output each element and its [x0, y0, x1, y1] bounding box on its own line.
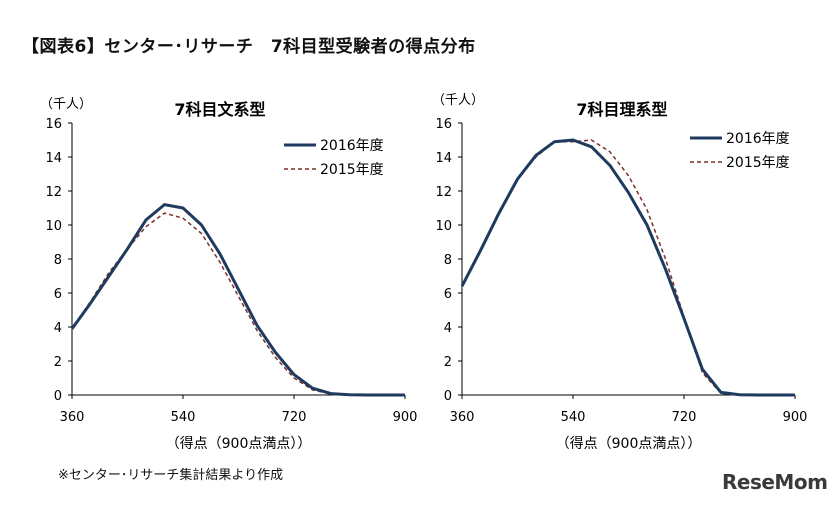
x-tick-label: 540: [561, 410, 586, 425]
y-tick-label: 16: [45, 117, 62, 132]
x-tick-label: 540: [171, 410, 196, 425]
legend-label: 2016年度: [726, 131, 790, 147]
source-note: ※センター･リサーチ集計結果より作成: [58, 468, 284, 483]
y-tick-label: 2: [444, 355, 452, 370]
x-axis-label: （得点（900点満点））: [556, 435, 702, 452]
y-tick-label: 4: [444, 321, 452, 336]
legend-label: 2016年度: [320, 138, 384, 154]
page-title: 【図表6】センター･リサーチ 7科目型受験者の得点分布: [22, 37, 476, 57]
y-tick-label: 0: [444, 389, 452, 404]
x-tick-label: 360: [450, 410, 475, 425]
x-tick-label: 720: [672, 410, 697, 425]
y-tick-label: 6: [444, 287, 452, 302]
y-tick-label: 4: [54, 321, 62, 336]
series-line-2016: [460, 138, 795, 397]
y-tick-label: 8: [444, 253, 452, 268]
x-tick-label: 900: [783, 410, 808, 425]
series-line-2016: [70, 203, 405, 397]
x-tick-label: 900: [393, 410, 418, 425]
y-tick-label: 12: [435, 185, 452, 200]
chart-title: 7科目文系型: [174, 100, 265, 119]
y-tick-label: 12: [45, 185, 62, 200]
y-axis-label: （千人）: [432, 93, 484, 108]
x-axis-label: （得点（900点満点））: [166, 435, 312, 452]
y-tick-label: 10: [435, 219, 452, 234]
brand-logo: ReseMom: [722, 470, 828, 494]
y-tick-label: 6: [54, 287, 62, 302]
legend-label: 2015年度: [726, 155, 790, 171]
x-tick-label: 360: [60, 410, 85, 425]
y-tick-label: 14: [435, 151, 452, 166]
y-tick-label: 16: [435, 117, 452, 132]
series-line-2015: [71, 212, 405, 396]
y-tick-label: 10: [45, 219, 62, 234]
y-tick-label: 0: [54, 389, 62, 404]
series-line-2015: [461, 139, 795, 396]
x-tick-label: 720: [282, 410, 307, 425]
legend-label: 2015年度: [320, 162, 384, 178]
y-axis-label: （千人）: [40, 97, 92, 112]
chart-title: 7科目理系型: [576, 100, 667, 119]
y-tick-label: 2: [54, 355, 62, 370]
y-tick-label: 8: [54, 253, 62, 268]
y-tick-label: 14: [45, 151, 62, 166]
